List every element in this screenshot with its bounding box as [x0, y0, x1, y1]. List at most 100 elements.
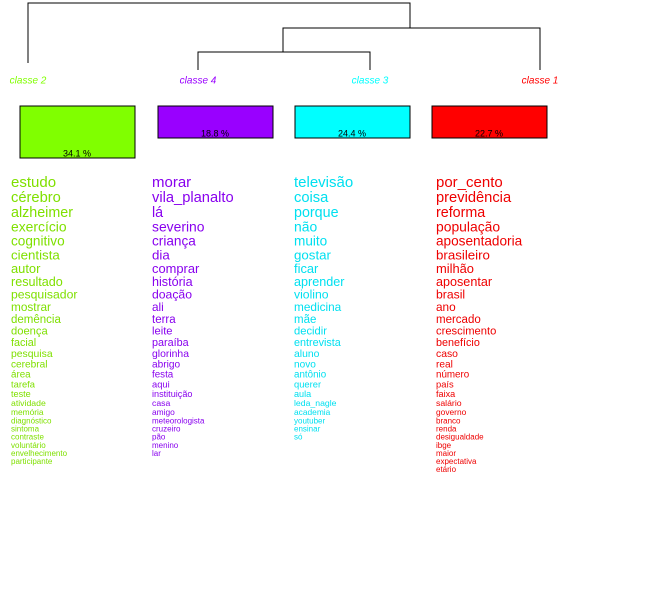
word: coisa: [294, 190, 329, 206]
word: aposentadoria: [436, 234, 523, 249]
word: academia: [294, 407, 331, 417]
word: medicina: [294, 300, 342, 314]
word: cientista: [11, 247, 60, 262]
word: gostar: [294, 247, 332, 262]
branch: [197, 51, 371, 70]
word: querer: [294, 378, 321, 389]
word: memória: [11, 407, 44, 417]
word: tarefa: [11, 378, 36, 389]
word: envelhecimento: [11, 449, 68, 458]
word: só: [294, 433, 303, 442]
word: branco: [436, 416, 461, 425]
word: cognitivo: [11, 234, 65, 249]
word: governo: [436, 407, 467, 417]
word: aprender: [294, 275, 344, 289]
class-percent: 22.7 %: [475, 128, 503, 138]
word: participante: [11, 457, 53, 466]
class-percent: 24.4 %: [338, 128, 366, 138]
word: crescimento: [436, 326, 496, 338]
word: salário: [436, 398, 462, 408]
word: teste: [11, 389, 31, 399]
word: vila_planalto: [152, 190, 234, 206]
word: etário: [436, 465, 457, 474]
word: caso: [436, 349, 458, 360]
word: doação: [152, 288, 192, 302]
word: amigo: [152, 407, 175, 417]
word: pão: [152, 433, 166, 442]
word: estudo: [11, 174, 56, 191]
class-label: classe 2: [10, 76, 47, 87]
class-percent: 18.8 %: [201, 128, 229, 138]
word: antônio: [294, 370, 327, 381]
word: morar: [152, 174, 191, 191]
word: diagnóstico: [11, 416, 52, 425]
word: alzheimer: [11, 205, 73, 221]
word: leite: [152, 326, 173, 338]
word: cerebral: [11, 359, 47, 370]
word: ano: [436, 300, 456, 314]
word: mercado: [436, 314, 481, 326]
class-box: [294, 105, 411, 139]
word: lá: [152, 205, 163, 221]
class-percent: 34.1 %: [63, 148, 91, 158]
word: abrigo: [152, 359, 180, 370]
word: pesquisador: [11, 288, 77, 302]
class-label: classe 1: [522, 76, 559, 87]
word: dia: [152, 247, 170, 262]
word: não: [294, 219, 317, 235]
word: cérebro: [11, 190, 61, 206]
tree: [27, 2, 541, 70]
word: país: [436, 378, 454, 389]
word: mostrar: [11, 300, 51, 314]
word: benefício: [436, 337, 480, 349]
word: violino: [294, 288, 329, 302]
class-box: [431, 105, 548, 139]
word: doença: [11, 326, 48, 338]
word: população: [436, 219, 500, 235]
word: renda: [436, 424, 457, 433]
word: sintoma: [11, 424, 40, 433]
word: faixa: [436, 389, 456, 399]
word: leda_nagle: [294, 398, 337, 408]
word: exercício: [11, 219, 67, 235]
word: novo: [294, 359, 316, 370]
word: contraste: [11, 433, 44, 442]
word: ficar: [294, 261, 319, 276]
word: casa: [152, 398, 171, 408]
word: atividade: [11, 398, 46, 408]
word: maior: [436, 449, 456, 458]
class-box: [157, 105, 274, 139]
class-box: [19, 105, 136, 159]
word: youtuber: [294, 416, 325, 425]
word: severino: [152, 219, 205, 235]
word: desigualdade: [436, 433, 484, 442]
word: aluno: [294, 349, 320, 360]
word: comprar: [152, 261, 200, 276]
word: mãe: [294, 314, 316, 326]
word: brasil: [436, 288, 465, 302]
word: por_cento: [436, 174, 503, 191]
word: glorinha: [152, 349, 189, 360]
word: número: [436, 370, 470, 381]
word: porque: [294, 205, 339, 221]
word: autor: [11, 261, 41, 276]
word: resultado: [11, 275, 63, 289]
word: meteorologista: [152, 416, 205, 425]
word: decidir: [294, 326, 327, 338]
word: milhão: [436, 261, 474, 276]
word: história: [152, 275, 193, 289]
word: instituição: [152, 389, 192, 399]
word: terra: [152, 314, 176, 326]
word: menino: [152, 441, 179, 450]
branch: [282, 27, 541, 70]
word: brasileiro: [436, 247, 490, 262]
word: entrevista: [294, 337, 341, 349]
word: área: [11, 370, 31, 381]
word: muito: [294, 234, 327, 249]
word: aqui: [152, 378, 170, 389]
word: paraíba: [152, 337, 189, 349]
branch: [27, 2, 411, 63]
word: ali: [152, 300, 164, 314]
